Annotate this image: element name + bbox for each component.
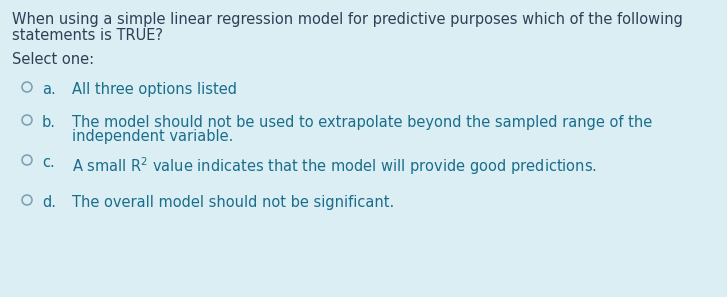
Text: c.: c. (42, 155, 55, 170)
Text: statements is TRUE?: statements is TRUE? (12, 28, 163, 43)
Text: independent variable.: independent variable. (72, 129, 233, 144)
Text: a.: a. (42, 82, 56, 97)
Circle shape (22, 82, 32, 92)
Text: When using a simple linear regression model for predictive purposes which of the: When using a simple linear regression mo… (12, 12, 683, 27)
Circle shape (22, 155, 32, 165)
Text: Select one:: Select one: (12, 52, 94, 67)
Text: The overall model should not be significant.: The overall model should not be signific… (72, 195, 394, 210)
Text: The model should not be used to extrapolate beyond the sampled range of the: The model should not be used to extrapol… (72, 115, 652, 130)
Text: d.: d. (42, 195, 56, 210)
Circle shape (22, 115, 32, 125)
Text: b.: b. (42, 115, 56, 130)
Text: All three options listed: All three options listed (72, 82, 237, 97)
Circle shape (22, 195, 32, 205)
Text: A small R$^{2}$ value indicates that the model will provide good predictions.: A small R$^{2}$ value indicates that the… (72, 155, 597, 177)
